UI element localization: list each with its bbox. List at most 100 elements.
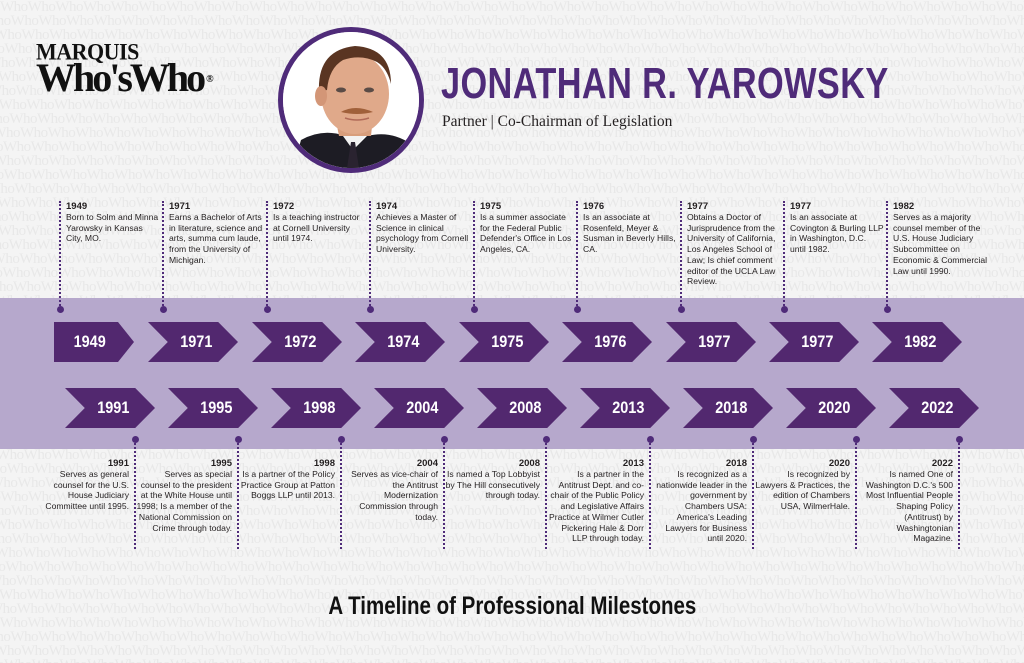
milestone-text: Serves as special counsel to the preside… [136, 469, 232, 533]
milestone-entry: 2022 Is named One of Washington D.C.'s 50… [857, 458, 953, 544]
milestone-year: 1976 [583, 201, 605, 212]
milestone-entry: 1991 Serves as general counsel for the U.… [33, 458, 129, 512]
milestone-year: 1982 [893, 201, 915, 212]
milestone-entry: 2020 Is recognized by Lawyers & Practices… [754, 458, 850, 512]
dotted-connector [545, 443, 547, 549]
dotted-connector [134, 443, 136, 549]
milestone-entry: 1977 Is an associate at Covington & Burli… [790, 201, 884, 255]
timeline-dot-icon [750, 436, 757, 443]
milestone-year: 1972 [273, 201, 295, 212]
timeline-title: A Timeline of Professional Milestones [0, 592, 1024, 621]
year-label: 1998 [303, 398, 336, 417]
timeline-dot-icon [781, 306, 788, 313]
year-label: 2004 [406, 398, 439, 417]
year-label: 1976 [594, 332, 627, 351]
marquis-whos-who-logo: MARQUIS Who'sWho ® [36, 40, 214, 100]
year-chevron-top-2: 1972 [252, 322, 342, 362]
logo-whos-who-text: Who'sWho ® [36, 55, 214, 100]
timeline-dot-icon [160, 306, 167, 313]
logo-main-text: Who'sWho [36, 55, 206, 100]
milestone-year: 1991 [107, 458, 129, 469]
milestone-entry: 1995 Serves as special counsel to the pre… [136, 458, 232, 533]
milestone-entry: 1977 Obtains a Doctor of Jurisprudence fr… [687, 201, 781, 287]
milestone-entry: 1949 Born to Solm and Minna Yarowsky in K… [66, 201, 160, 244]
milestone-entry: 1975 Is a summer associate for the Federa… [480, 201, 574, 255]
milestone-year: 1971 [169, 201, 191, 212]
milestone-text: Obtains a Doctor of Jurisprudence from t… [687, 212, 776, 287]
milestone-text: Earns a Bachelor of Arts in literature, … [169, 212, 263, 265]
year-label: 1972 [284, 332, 317, 351]
timeline-dot-icon [132, 436, 139, 443]
year-chevron-bottom-3: 2004 [374, 388, 464, 428]
dotted-connector [369, 201, 371, 306]
milestone-entry: 1974 Achieves a Master of Science in clin… [376, 201, 470, 255]
timeline-dot-icon [471, 306, 478, 313]
timeline-dot-icon [57, 306, 64, 313]
milestone-text: Is recognized as a nationwide leader in … [656, 469, 747, 544]
year-label: 1975 [491, 332, 524, 351]
milestone-year: 2022 [931, 458, 953, 469]
milestone-text: Achieves a Master of Science in clinical… [376, 212, 469, 255]
year-label: 1949 [73, 332, 106, 351]
profile-photo [278, 27, 424, 173]
registered-mark: ® [206, 74, 214, 85]
year-label: 2020 [818, 398, 851, 417]
year-label: 2018 [715, 398, 748, 417]
dotted-connector [162, 201, 164, 306]
year-label: 1971 [180, 332, 213, 351]
year-chevron-top-0: 1949 [54, 322, 134, 362]
year-label: 1974 [387, 332, 420, 351]
milestone-text: Is a teaching instructor at Cornell Univ… [273, 212, 360, 244]
milestone-year: 1995 [210, 458, 232, 469]
milestone-year: 1949 [66, 201, 88, 212]
milestone-year: 1977 [790, 201, 812, 212]
milestone-year: 1977 [687, 201, 709, 212]
profile-name: JONATHAN R. YAROWSKY [441, 59, 889, 108]
year-chevron-bottom-6: 2018 [683, 388, 773, 428]
milestone-text: Serves as vice-chair of the Antitrust Mo… [351, 469, 438, 522]
dotted-connector [680, 201, 682, 306]
timeline-dot-icon [367, 306, 374, 313]
milestone-entry: 2008 Is named a Top Lobbyist by The Hill … [444, 458, 540, 501]
year-label: 2013 [612, 398, 645, 417]
milestone-year: 2004 [416, 458, 438, 469]
milestone-entry: 1971 Earns a Bachelor of Arts in literatu… [169, 201, 263, 266]
timeline-dot-icon [264, 306, 271, 313]
dotted-connector [266, 201, 268, 306]
milestone-year: 2020 [828, 458, 850, 469]
timeline-dot-icon [853, 436, 860, 443]
milestone-year: 2008 [518, 458, 540, 469]
dotted-connector [473, 201, 475, 306]
timeline-dot-icon [647, 436, 654, 443]
timeline-dot-icon [884, 306, 891, 313]
milestone-year: 1974 [376, 201, 398, 212]
dotted-connector [649, 443, 651, 549]
milestone-text: Born to Solm and Minna Yarowsky in Kansa… [66, 212, 159, 244]
year-label: 1995 [200, 398, 233, 417]
milestone-year: 2013 [622, 458, 644, 469]
milestone-entry: 2018 Is recognized as a nationwide leader… [651, 458, 747, 544]
milestone-text: Is an associate at Rosenfeld, Meyer & Su… [583, 212, 676, 255]
timeline-dot-icon [235, 436, 242, 443]
dotted-connector [783, 201, 785, 306]
timeline-dot-icon [956, 436, 963, 443]
milestone-text: Serves as a majority counsel member of t… [893, 212, 988, 276]
year-label: 2022 [921, 398, 954, 417]
milestone-text: Is recognized by Lawyers & Practices, th… [755, 469, 850, 512]
year-label: 2008 [509, 398, 542, 417]
timeline-title-text: A Timeline of Professional Milestones [328, 592, 696, 620]
year-label: 1977 [698, 332, 731, 351]
milestone-text: Is an associate at Covington & Burling L… [790, 212, 884, 255]
milestone-entry: 1998 Is a partner of the Policy Practice … [239, 458, 335, 501]
milestone-text: Serves as general counsel for the U.S. H… [45, 469, 129, 512]
milestone-text: Is a partner of the Policy Practice Grou… [240, 469, 335, 501]
dotted-connector [237, 443, 239, 549]
dotted-connector [59, 201, 61, 306]
dotted-connector [443, 443, 445, 549]
milestone-text: Is named a Top Lobbyist by The Hill cons… [445, 469, 540, 501]
milestone-year: 1975 [480, 201, 502, 212]
year-label: 1982 [904, 332, 937, 351]
milestone-year: 2018 [725, 458, 747, 469]
dotted-connector [340, 443, 342, 549]
dotted-connector [886, 201, 888, 306]
